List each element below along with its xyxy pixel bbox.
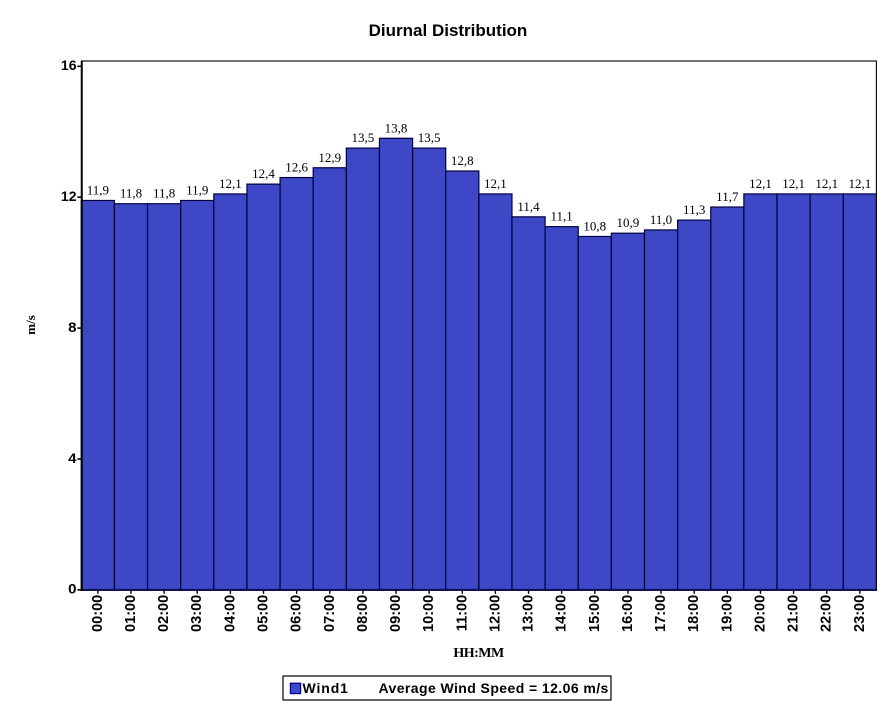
svg-text:07:00: 07:00 [322,595,338,632]
svg-text:02:00: 02:00 [156,595,172,632]
svg-text:23:00: 23:00 [852,595,868,632]
svg-text:01:00: 01:00 [123,595,139,632]
svg-text:13,5: 13,5 [352,130,375,145]
svg-text:12,6: 12,6 [285,160,308,175]
svg-text:06:00: 06:00 [289,595,305,632]
svg-text:12,1: 12,1 [219,176,242,191]
svg-text:11,8: 11,8 [153,186,175,201]
svg-text:11,9: 11,9 [87,182,109,197]
svg-text:11,7: 11,7 [716,189,739,204]
svg-text:Wind1: Wind1 [303,680,349,696]
svg-text:HH:MM: HH:MM [453,646,504,661]
svg-text:04:00: 04:00 [222,595,238,632]
svg-text:12,1: 12,1 [815,176,838,191]
svg-text:8: 8 [68,319,77,335]
svg-text:0: 0 [68,581,77,597]
svg-text:10,8: 10,8 [583,218,606,233]
svg-text:16: 16 [61,57,77,73]
svg-text:13:00: 13:00 [521,595,537,632]
svg-text:14:00: 14:00 [554,595,570,632]
svg-text:m/s: m/s [23,315,38,335]
svg-text:11,8: 11,8 [120,186,142,201]
svg-text:11,3: 11,3 [683,202,705,217]
svg-text:21:00: 21:00 [786,595,802,632]
svg-text:00:00: 00:00 [90,595,106,632]
svg-text:05:00: 05:00 [256,595,272,632]
svg-text:13,8: 13,8 [385,120,408,135]
svg-text:12: 12 [61,188,77,204]
svg-text:13,5: 13,5 [418,130,441,145]
svg-text:19:00: 19:00 [719,595,735,632]
svg-text:11,4: 11,4 [517,199,540,214]
svg-text:12:00: 12:00 [487,595,503,632]
svg-text:Average Wind Speed = 12.06 m/s: Average Wind Speed = 12.06 m/s [379,680,609,696]
svg-text:11:00: 11:00 [454,595,470,632]
svg-text:09:00: 09:00 [388,595,404,632]
svg-text:12,1: 12,1 [782,176,805,191]
svg-text:Diurnal Distribution: Diurnal Distribution [369,21,528,40]
svg-text:4: 4 [68,450,77,466]
svg-text:15:00: 15:00 [587,595,603,632]
svg-text:12,9: 12,9 [318,150,341,165]
svg-text:10:00: 10:00 [421,595,437,632]
svg-text:12,1: 12,1 [848,176,871,191]
svg-text:10,9: 10,9 [617,215,640,230]
svg-text:17:00: 17:00 [653,595,669,632]
svg-text:12,8: 12,8 [451,153,474,168]
svg-text:16:00: 16:00 [620,595,636,632]
svg-text:18:00: 18:00 [686,595,702,632]
svg-text:11,1: 11,1 [551,209,573,224]
svg-text:08:00: 08:00 [355,595,371,632]
svg-text:12,1: 12,1 [484,176,507,191]
svg-text:11,0: 11,0 [650,212,672,227]
svg-text:11,9: 11,9 [186,182,208,197]
svg-text:20:00: 20:00 [752,595,768,632]
svg-text:12,1: 12,1 [749,176,772,191]
svg-text:12,4: 12,4 [252,166,275,181]
svg-text:22:00: 22:00 [819,595,835,632]
svg-text:03:00: 03:00 [189,595,205,632]
